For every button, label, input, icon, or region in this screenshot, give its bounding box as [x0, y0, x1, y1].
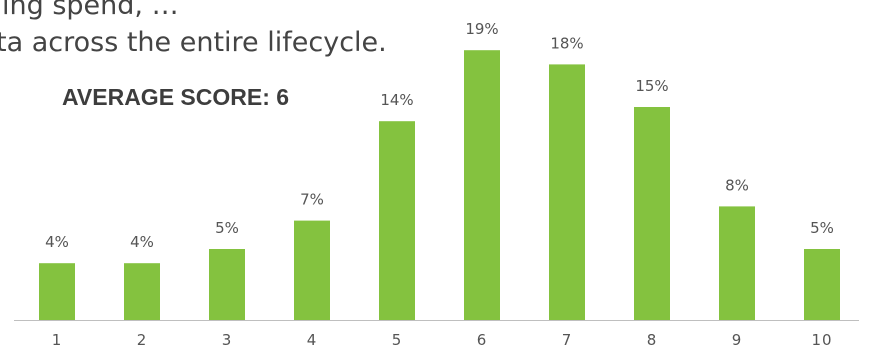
x-tick-label-10: 10	[811, 331, 832, 349]
bar-value-label-1: 4%	[45, 233, 69, 251]
bar-value-label-8: 15%	[635, 77, 668, 95]
bar-8	[634, 107, 670, 320]
bar-7	[549, 64, 585, 321]
average-score-label: AVERAGE SCORE: 6	[62, 84, 290, 110]
bar-value-label-3: 5%	[215, 219, 239, 237]
bar-2	[124, 263, 160, 320]
bar-value-label-6: 19%	[465, 20, 498, 38]
bar-3	[209, 249, 245, 320]
background-text-line-1: ing spend, …	[2, 0, 179, 21]
x-tick-label-5: 5	[392, 331, 403, 349]
bar-4	[294, 220, 330, 320]
bar-value-label-4: 7%	[300, 191, 324, 209]
x-tick-label-3: 3	[222, 331, 233, 349]
bar-10	[804, 249, 840, 320]
background-text: ing spend, … ta across the entire lifecy…	[0, 0, 387, 61]
bars-group	[39, 50, 840, 321]
x-tick-label-2: 2	[137, 331, 148, 349]
x-tick-labels-group: 1 2 3 4 5 6 7 8 9 10	[52, 331, 832, 349]
bar-6	[464, 50, 500, 320]
bar-value-label-9: 8%	[725, 176, 749, 194]
x-tick-label-6: 6	[477, 331, 488, 349]
x-tick-label-8: 8	[647, 331, 658, 349]
x-tick-label-7: 7	[562, 331, 573, 349]
x-tick-label-9: 9	[732, 331, 743, 349]
background-text-line-2: ta across the entire lifecycle.	[0, 27, 387, 58]
bar-5	[379, 121, 415, 320]
bar-value-label-7: 18%	[550, 34, 583, 52]
bar-9	[719, 206, 755, 320]
bar-labels-group: 4% 4% 5% 7% 14% 19% 18% 15% 8% 5%	[45, 20, 834, 251]
bar-value-label-2: 4%	[130, 233, 154, 251]
x-tick-label-4: 4	[307, 331, 318, 349]
bar-value-label-10: 5%	[810, 219, 834, 237]
x-tick-label-1: 1	[52, 331, 63, 349]
bar-value-label-5: 14%	[380, 91, 413, 109]
bar-1	[39, 263, 75, 320]
